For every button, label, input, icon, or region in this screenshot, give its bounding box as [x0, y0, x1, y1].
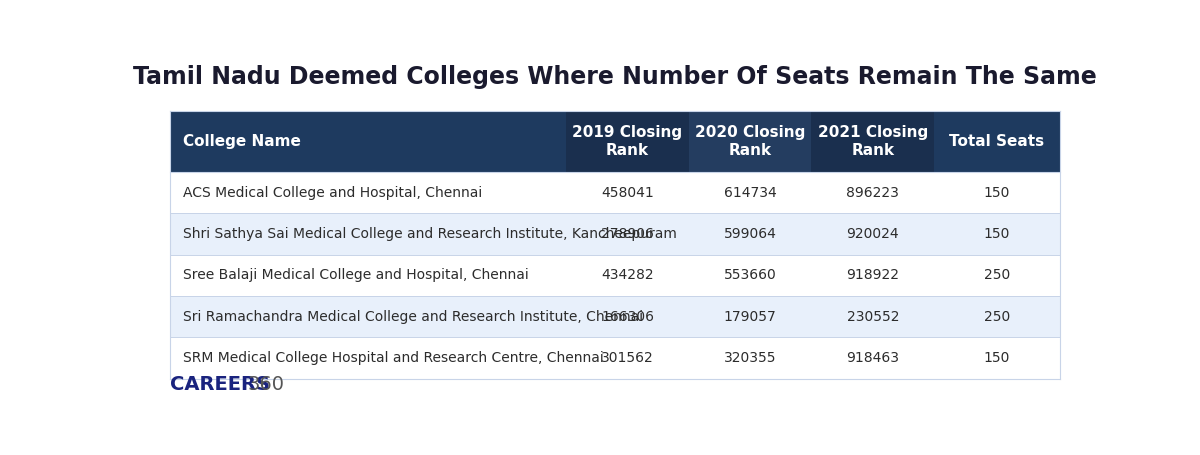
Text: 918463: 918463	[846, 351, 899, 365]
Text: Shri Sathya Sai Medical College and Research Institute, Kancheepuram: Shri Sathya Sai Medical College and Rese…	[182, 227, 677, 241]
FancyBboxPatch shape	[811, 296, 934, 337]
Text: 230552: 230552	[846, 310, 899, 324]
FancyBboxPatch shape	[811, 111, 934, 172]
Text: SRM Medical College Hospital and Research Centre, Chennai: SRM Medical College Hospital and Researc…	[182, 351, 604, 365]
Text: 166306: 166306	[601, 310, 654, 324]
Text: 150: 150	[984, 351, 1010, 365]
Text: 301562: 301562	[601, 351, 654, 365]
FancyBboxPatch shape	[566, 337, 689, 379]
Text: 320355: 320355	[724, 351, 776, 365]
FancyBboxPatch shape	[689, 111, 811, 172]
FancyBboxPatch shape	[689, 172, 811, 213]
FancyBboxPatch shape	[934, 111, 1060, 172]
Text: 179057: 179057	[724, 310, 776, 324]
Text: Sree Balaji Medical College and Hospital, Chennai: Sree Balaji Medical College and Hospital…	[182, 268, 528, 282]
FancyBboxPatch shape	[170, 111, 566, 172]
Text: CAREERS: CAREERS	[170, 375, 270, 394]
Text: 2020 Closing
Rank: 2020 Closing Rank	[695, 125, 805, 157]
FancyBboxPatch shape	[934, 213, 1060, 255]
Text: 2021 Closing
Rank: 2021 Closing Rank	[817, 125, 928, 157]
Text: 150: 150	[984, 186, 1010, 200]
Text: 614734: 614734	[724, 186, 776, 200]
FancyBboxPatch shape	[566, 172, 689, 213]
Text: 458041: 458041	[601, 186, 654, 200]
FancyBboxPatch shape	[934, 172, 1060, 213]
Text: 918922: 918922	[846, 268, 899, 282]
FancyBboxPatch shape	[689, 213, 811, 255]
Text: 150: 150	[984, 227, 1010, 241]
FancyBboxPatch shape	[811, 337, 934, 379]
FancyBboxPatch shape	[170, 172, 566, 213]
FancyBboxPatch shape	[689, 296, 811, 337]
FancyBboxPatch shape	[566, 255, 689, 296]
FancyBboxPatch shape	[934, 255, 1060, 296]
FancyBboxPatch shape	[811, 255, 934, 296]
Text: 920024: 920024	[846, 227, 899, 241]
FancyBboxPatch shape	[811, 213, 934, 255]
Text: 434282: 434282	[601, 268, 654, 282]
Text: Total Seats: Total Seats	[949, 134, 1044, 149]
Text: 2019 Closing
Rank: 2019 Closing Rank	[572, 125, 683, 157]
FancyBboxPatch shape	[566, 111, 689, 172]
Text: 250: 250	[984, 268, 1010, 282]
FancyBboxPatch shape	[170, 213, 566, 255]
FancyBboxPatch shape	[689, 337, 811, 379]
Text: 553660: 553660	[724, 268, 776, 282]
FancyBboxPatch shape	[689, 255, 811, 296]
FancyBboxPatch shape	[934, 296, 1060, 337]
FancyBboxPatch shape	[170, 255, 566, 296]
Text: Sri Ramachandra Medical College and Research Institute, Chennai: Sri Ramachandra Medical College and Rese…	[182, 310, 643, 324]
Text: Tamil Nadu Deemed Colleges Where Number Of Seats Remain The Same: Tamil Nadu Deemed Colleges Where Number …	[133, 65, 1097, 89]
FancyBboxPatch shape	[566, 296, 689, 337]
FancyBboxPatch shape	[811, 172, 934, 213]
FancyBboxPatch shape	[170, 296, 566, 337]
Text: 360: 360	[247, 375, 284, 394]
FancyBboxPatch shape	[170, 337, 566, 379]
Text: 896223: 896223	[846, 186, 899, 200]
Text: College Name: College Name	[182, 134, 300, 149]
Text: 599064: 599064	[724, 227, 776, 241]
Text: ACS Medical College and Hospital, Chennai: ACS Medical College and Hospital, Chenna…	[182, 186, 482, 200]
FancyBboxPatch shape	[934, 337, 1060, 379]
Text: 250: 250	[984, 310, 1010, 324]
FancyBboxPatch shape	[566, 213, 689, 255]
Text: 278906: 278906	[601, 227, 654, 241]
